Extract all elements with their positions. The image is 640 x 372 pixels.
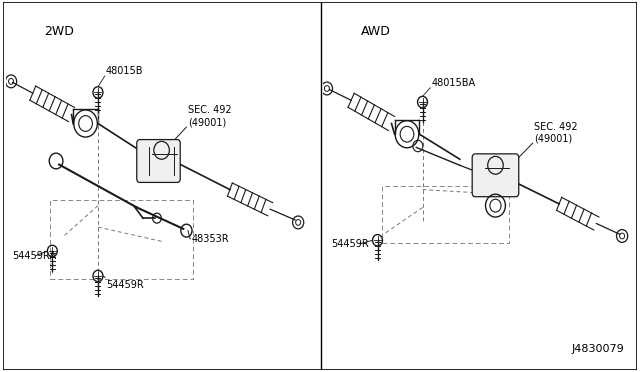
Text: 48015BA: 48015BA: [431, 78, 476, 88]
Text: SEC. 492
(49001): SEC. 492 (49001): [534, 122, 578, 143]
Text: 54459RA: 54459RA: [13, 251, 56, 261]
Text: J4830079: J4830079: [572, 344, 624, 354]
FancyBboxPatch shape: [472, 154, 519, 197]
Text: 54459R: 54459R: [331, 239, 369, 249]
FancyBboxPatch shape: [137, 140, 180, 182]
Text: 2WD: 2WD: [44, 25, 74, 38]
Text: 48353R: 48353R: [191, 234, 228, 244]
Text: SEC. 492
(49001): SEC. 492 (49001): [188, 106, 232, 127]
Text: 54459R: 54459R: [106, 280, 143, 289]
Text: AWD: AWD: [360, 25, 390, 38]
Text: 48015B: 48015B: [106, 66, 143, 76]
